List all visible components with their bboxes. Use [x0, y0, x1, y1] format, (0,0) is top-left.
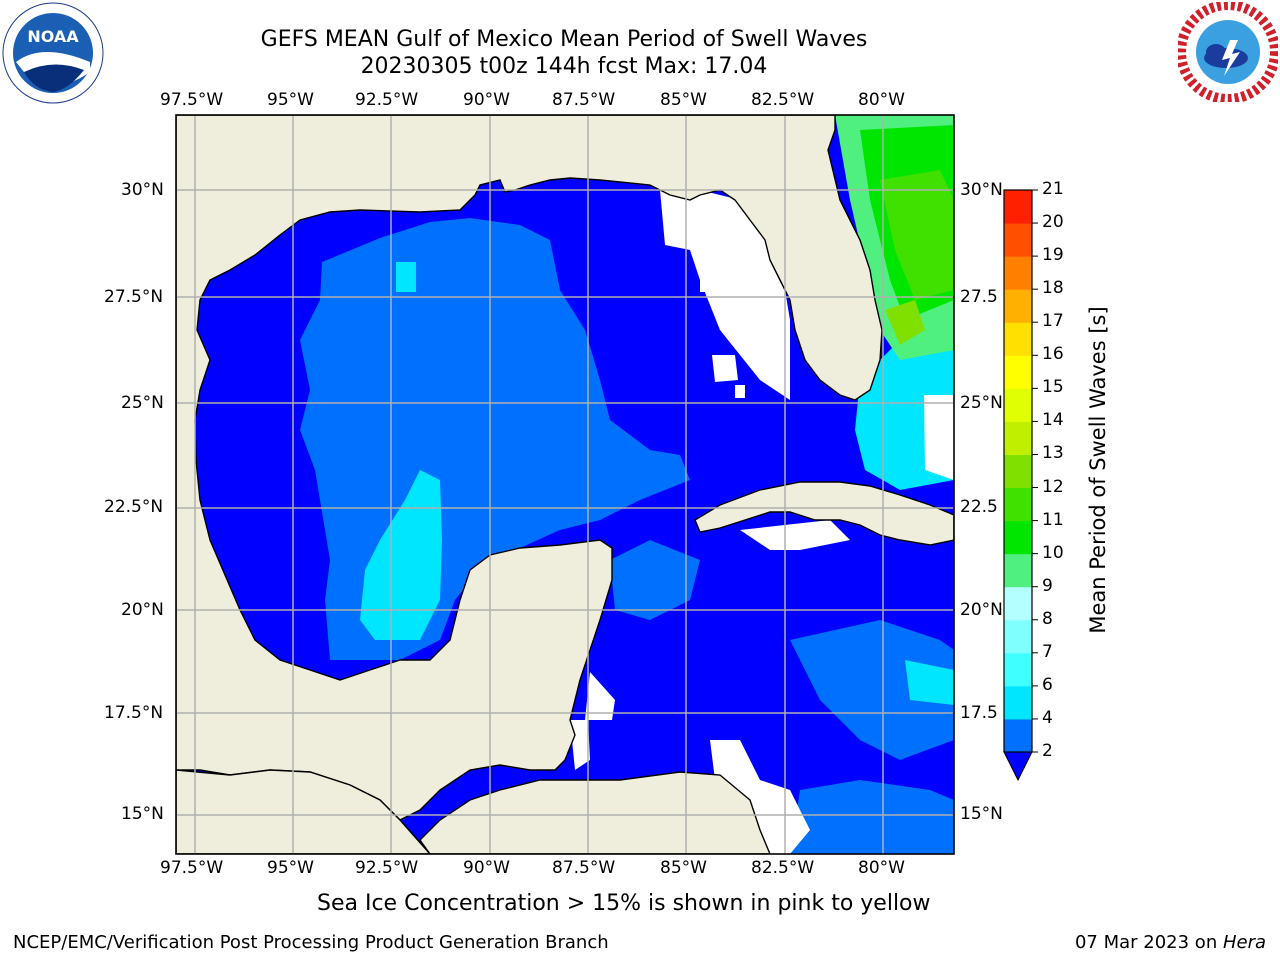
colorbar-tick-label: 21 [1042, 179, 1064, 199]
lat-label-left: 15°N [121, 804, 164, 824]
colorbar-segment [1004, 223, 1032, 257]
lon-label-bottom: 80°W [858, 858, 905, 878]
lon-label-top: 97.5°W [160, 90, 224, 110]
lat-label-right: 22.5 [960, 497, 998, 517]
colorbar-tick-label: 10 [1042, 542, 1064, 563]
colorbar-tick-label: 9 [1042, 575, 1053, 596]
colorbar-label: Mean Period of Swell Waves [s] [1086, 306, 1110, 634]
colorbar-outline [1003, 189, 1033, 753]
lon-label-top: 82.5°W [751, 90, 815, 110]
colorbar-segment [1004, 586, 1032, 621]
colorbar-tick-label: 13 [1042, 443, 1064, 464]
lon-label-top: 87.5°W [552, 90, 616, 110]
lon-label-top: 85°W [660, 90, 707, 110]
lat-label-left: 20°N [121, 600, 164, 620]
colorbar-segment [1004, 421, 1032, 455]
lat-label-right: 27.5 [960, 287, 998, 307]
lat-label-left: 17.5°N [104, 703, 164, 723]
colorbar-tick-label: 14 [1042, 410, 1064, 431]
lon-label-top: 95°W [267, 90, 314, 110]
lon-label-bottom: 92.5°W [355, 858, 419, 878]
lon-label-bottom: 90°W [463, 858, 510, 878]
map-title: GEFS MEAN Gulf of Mexico Mean Period of … [260, 27, 868, 52]
north-america-land [176, 115, 883, 821]
caribbean-2-4s-south [790, 780, 954, 854]
colorbar-segment [1004, 454, 1032, 489]
colorbar-tick-label: 12 [1042, 476, 1064, 497]
colorbar-segment [1004, 322, 1032, 356]
atlantic-11-12s-region [880, 170, 954, 300]
colorbar-tick-label: 7 [1042, 641, 1053, 662]
colorbar-tick-label: 16 [1042, 344, 1064, 365]
colorbar-tick-label: 19 [1042, 245, 1064, 266]
lon-label-top: 92.5°W [355, 90, 419, 110]
swell-4-6s-patch [396, 262, 416, 292]
lat-label-left: 27.5°N [104, 287, 164, 307]
colorbar-segment [1004, 520, 1032, 555]
colorbar-segment [1004, 388, 1032, 422]
colorbar-segment [1004, 718, 1032, 753]
colorbar-tick-label: 17 [1042, 311, 1064, 332]
colorbar-tick-label: 18 [1042, 278, 1064, 299]
lon-label-bottom: 95°W [267, 858, 314, 878]
footer-left: NCEP/EMC/Verification Post Processing Pr… [13, 932, 609, 953]
lat-label-right: 15°N [960, 804, 1003, 824]
map-frame [175, 114, 955, 855]
colorbar-segment [1004, 355, 1032, 389]
colorbar-segment [1004, 553, 1032, 588]
colorbar-segment [1004, 190, 1032, 224]
colorbar-tick-label: 8 [1042, 608, 1053, 629]
colorbar-segment [1004, 487, 1032, 522]
lon-label-top: 90°W [463, 90, 510, 110]
lon-label-bottom: 97.5°W [160, 858, 224, 878]
lon-label-bottom: 85°W [660, 858, 707, 878]
caribbean-2-4s-region-2 [610, 540, 700, 620]
colorbar-segment [1004, 619, 1032, 654]
lat-label-right: 17.5 [960, 703, 998, 723]
atlantic-12-13s-patch [885, 300, 925, 345]
lat-label-right: 20°N [960, 600, 1003, 620]
colorbar-tick-label: 4 [1042, 707, 1053, 728]
lat-label-right: 30°N [960, 180, 1003, 200]
colorbar-tick-label: 20 [1042, 212, 1064, 233]
colorbar-tick-label: 15 [1042, 377, 1064, 398]
colorbar-segment [1004, 289, 1032, 323]
colorbar-segment [1004, 256, 1032, 290]
colorbar-tick-label: 6 [1042, 674, 1053, 695]
caribbean-4-6s-east [905, 660, 954, 705]
lat-label-left: 30°N [121, 180, 164, 200]
caribbean-2-4s-region [790, 620, 954, 760]
colorbar [1003, 189, 1038, 782]
nws-logo [1176, 0, 1280, 104]
footer-date: 07 Mar 2023 on [1074, 932, 1223, 953]
colorbar-segment [1004, 652, 1032, 687]
gridlines [176, 115, 954, 854]
lon-label-bottom: 82.5°W [751, 858, 815, 878]
lat-label-left: 25°N [121, 393, 164, 413]
noaa-logo-text: NOAA [27, 27, 79, 46]
lon-label-top: 80°W [858, 90, 905, 110]
sea-ice-caption: Sea Ice Concentration > 15% is shown in … [317, 891, 931, 916]
colorbar-tick-label: 2 [1042, 741, 1053, 761]
map-subtitle: 20230305 t00z 144h fcst Max: 17.04 [360, 54, 768, 79]
lat-label-right: 25°N [960, 393, 1003, 413]
footer-host: Hera [1222, 932, 1266, 953]
lon-label-bottom: 87.5°W [552, 858, 616, 878]
lat-label-left: 22.5°N [104, 497, 164, 517]
central-america-land [176, 769, 431, 854]
land-masses [176, 115, 954, 854]
colorbar-extend-triangle [1003, 751, 1033, 782]
noaa-logo: NOAA [2, 2, 104, 104]
colorbar-segment [1004, 685, 1032, 720]
swell-4-6s-region [360, 470, 442, 640]
footer-right: 07 Mar 2023 on Hera [1075, 932, 1266, 953]
honduras-coast-land [419, 771, 771, 854]
cuba-land [694, 481, 954, 546]
colorbar-tick-label: 11 [1042, 509, 1064, 530]
